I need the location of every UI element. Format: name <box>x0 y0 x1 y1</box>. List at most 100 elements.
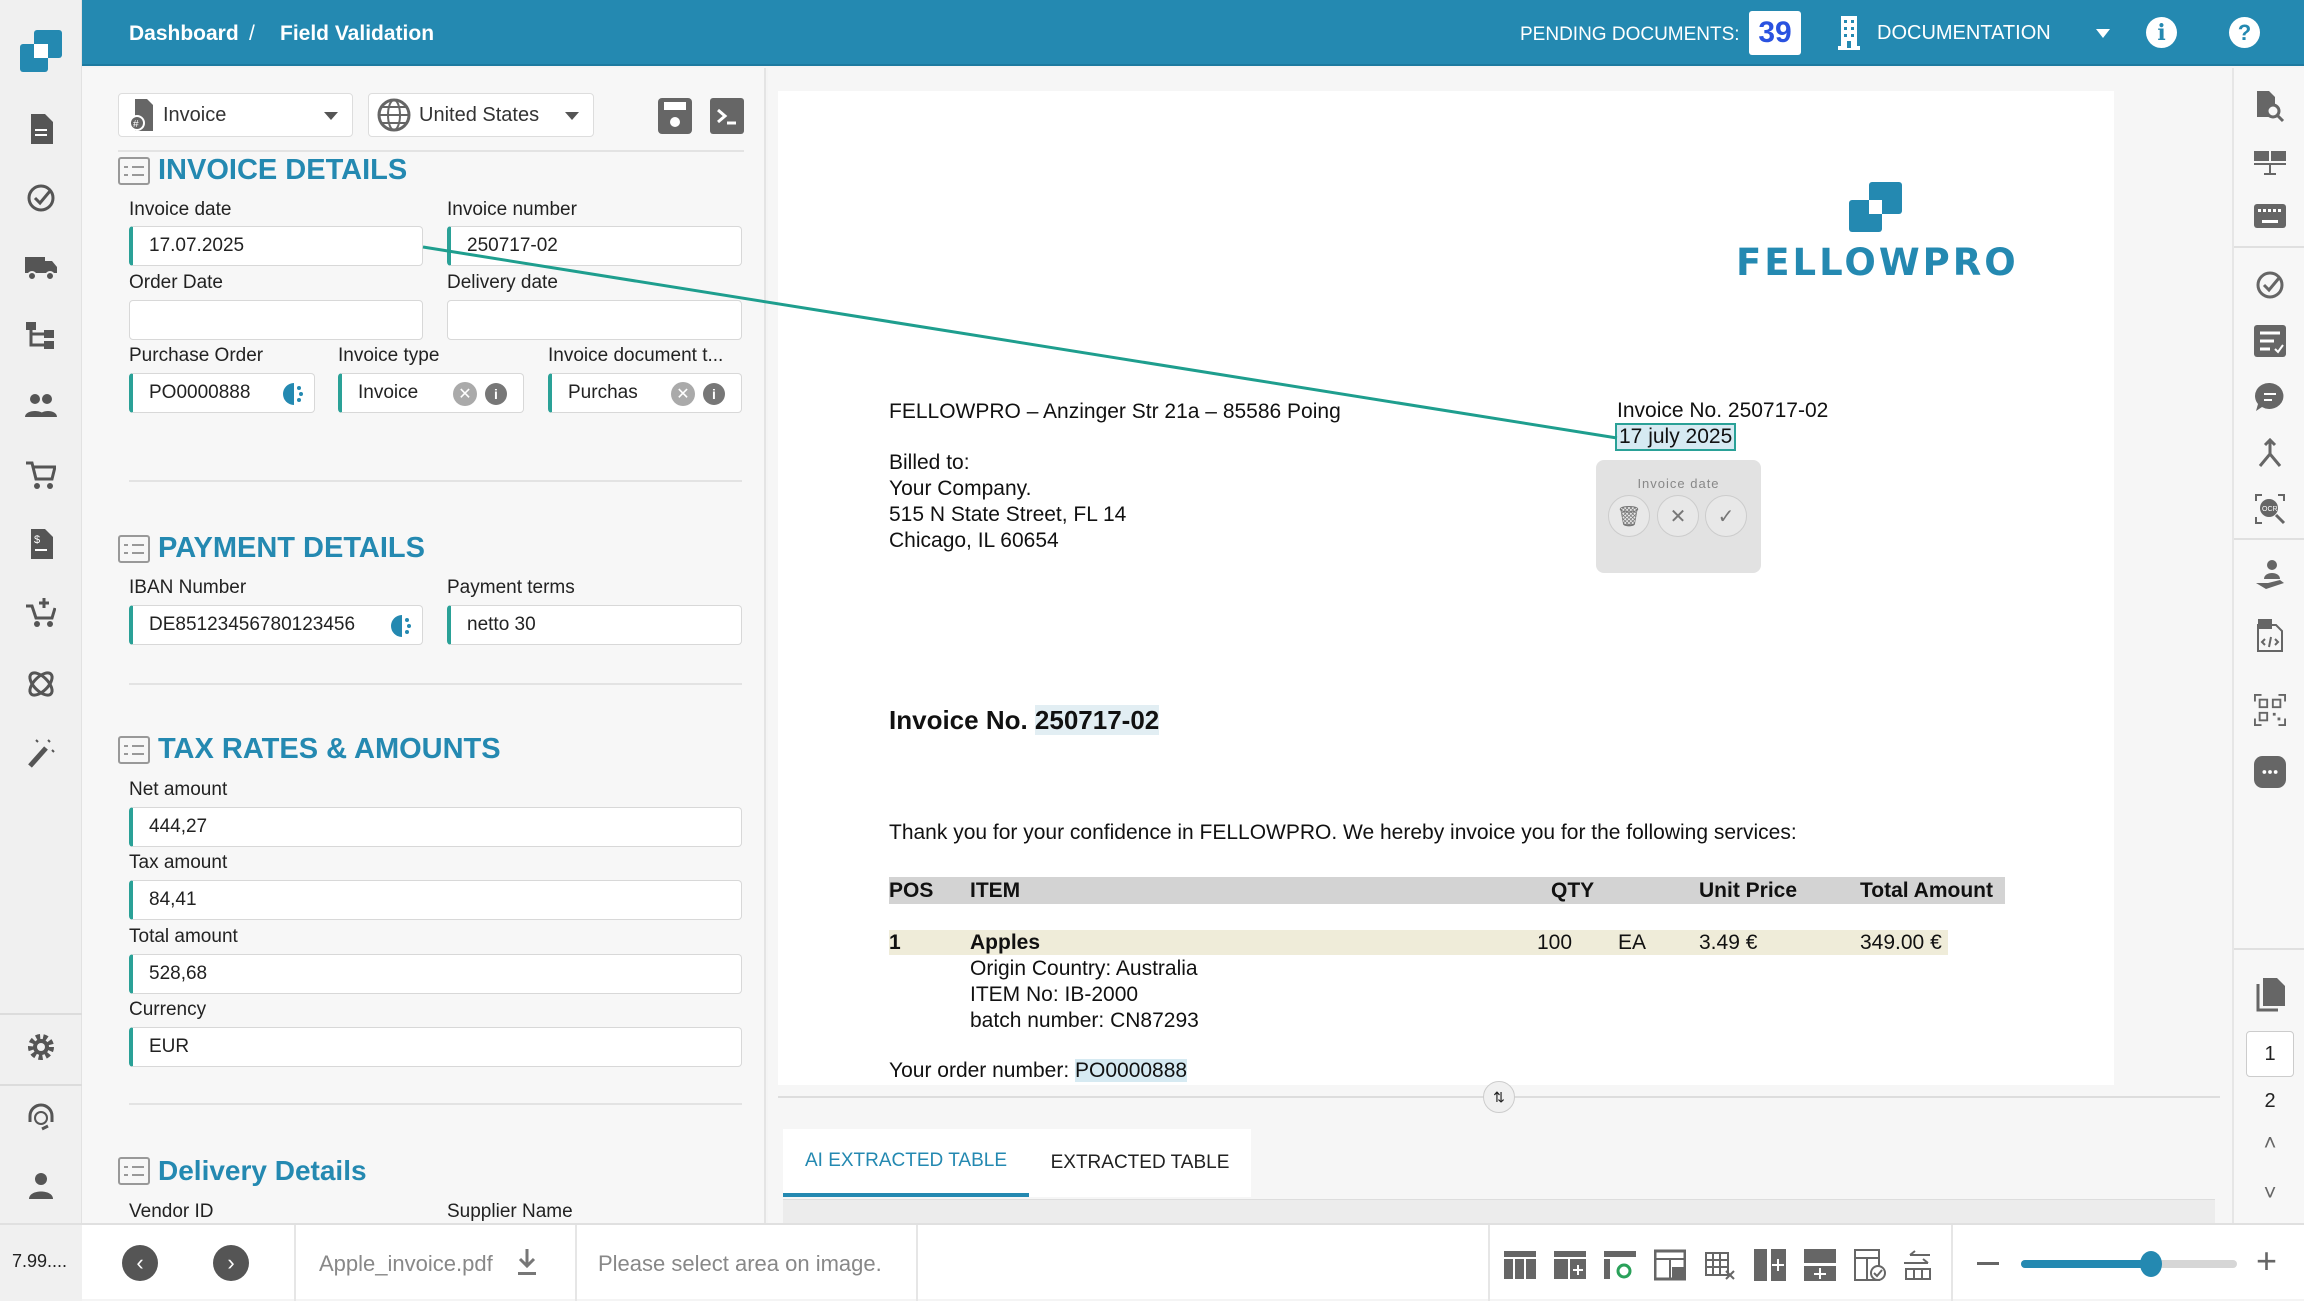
more-options-icon[interactable] <box>2254 756 2286 788</box>
truck-icon[interactable] <box>25 252 57 284</box>
tax-amount-field[interactable]: 84,41 <box>129 880 742 920</box>
clear-icon[interactable]: ✕ <box>453 382 477 406</box>
download-icon[interactable] <box>516 1249 538 1277</box>
table-add-row-icon[interactable] <box>1554 1249 1586 1281</box>
keyboard-icon[interactable] <box>2254 200 2286 232</box>
document-search-icon[interactable] <box>2254 91 2286 123</box>
supplier-name-label: Supplier Name <box>447 1201 573 1222</box>
tab-ai-extracted-table[interactable]: AI EXTRACTED TABLE <box>783 1129 1029 1197</box>
confirm-check-icon[interactable]: ✓ <box>1705 495 1747 537</box>
doc-invoice-date-highlight[interactable]: 17 july 2025 <box>1614 423 1737 451</box>
invoice-dollar-icon[interactable]: $ <box>25 528 57 560</box>
terminal-icon[interactable] <box>710 98 744 134</box>
code-file-icon[interactable] <box>2254 619 2286 652</box>
app-logo[interactable] <box>18 28 64 74</box>
chevron-down-icon[interactable]: ˅ <box>2263 1180 2277 1205</box>
billed-to-line: Your Company. <box>889 477 1032 500</box>
order-date-field[interactable] <box>129 300 423 340</box>
cart-icon[interactable] <box>25 459 57 491</box>
resize-handle-icon[interactable]: ⇅ <box>1483 1081 1515 1113</box>
clear-icon[interactable]: ✕ <box>671 382 695 406</box>
magic-wand-icon[interactable] <box>25 737 57 769</box>
rules-check-icon[interactable] <box>2254 325 2286 357</box>
merge-icon[interactable] <box>2254 437 2286 469</box>
hierarchy-icon[interactable] <box>25 319 57 351</box>
qr-code-icon[interactable] <box>2254 694 2286 726</box>
doc-row-item: Apples <box>970 931 1041 954</box>
check-circle-icon[interactable] <box>2254 269 2286 301</box>
info-icon[interactable]: i <box>703 383 725 405</box>
total-amount-field[interactable]: 528,68 <box>129 954 742 994</box>
copy-pages-icon[interactable] <box>2254 978 2286 1012</box>
users-icon[interactable] <box>25 390 57 422</box>
toolbar-divider <box>2234 246 2304 248</box>
pending-count-badge[interactable]: 39 <box>1749 11 1801 55</box>
workspace-selector[interactable]: DOCUMENTATION <box>1877 22 2051 44</box>
save-icon[interactable] <box>658 98 692 134</box>
check-circle-icon[interactable] <box>25 182 57 214</box>
previous-document-button[interactable]: ‹ <box>122 1245 158 1281</box>
table-delete-icon[interactable] <box>1704 1249 1736 1281</box>
globe-icon <box>377 98 411 132</box>
invoice-type-field[interactable]: Invoice ✕ i <box>338 373 524 413</box>
purchase-order-field[interactable]: PO0000888 <box>129 373 315 413</box>
currency-field[interactable]: EUR <box>129 1027 742 1067</box>
hand-user-icon[interactable] <box>2254 559 2286 591</box>
table-add-column-icon[interactable] <box>1754 1249 1786 1281</box>
table-lock-icon[interactable] <box>1654 1249 1686 1281</box>
divider <box>1488 1225 1490 1301</box>
user-icon[interactable] <box>25 1170 57 1202</box>
help-icon[interactable]: ? <box>2229 17 2260 48</box>
orbit-icon[interactable] <box>25 668 57 700</box>
close-icon[interactable]: ✕ <box>1657 495 1699 537</box>
delete-icon[interactable]: 🗑 <box>1608 495 1650 537</box>
ocr-icon[interactable]: OCR <box>2254 493 2286 525</box>
ai-brain-icon[interactable] <box>390 614 414 638</box>
chevron-up-icon[interactable]: ˄ <box>2263 1130 2277 1155</box>
net-amount-field[interactable]: 444,27 <box>129 807 742 847</box>
invoice-date-field[interactable]: 17.07.2025 <box>129 226 423 266</box>
iban-field[interactable]: DE85123456780123456 <box>129 605 423 645</box>
svg-text:$: $ <box>34 534 40 546</box>
headset-icon[interactable] <box>25 1101 57 1133</box>
info-icon[interactable]: i <box>2146 17 2177 48</box>
page-2-button[interactable]: 2 <box>2264 1089 2276 1112</box>
svg-text:#: # <box>133 119 139 130</box>
country-select[interactable]: United States <box>368 93 594 137</box>
invoice-number-field[interactable]: 250717-02 <box>447 226 742 266</box>
cart-plus-icon[interactable] <box>25 597 57 629</box>
doc-table-row-highlight <box>889 930 1948 955</box>
zoom-slider[interactable] <box>2021 1251 2237 1277</box>
ai-brain-icon[interactable] <box>282 382 306 406</box>
zoom-out-icon[interactable] <box>1977 1262 1999 1265</box>
info-icon[interactable]: i <box>485 383 507 405</box>
table-swap-icon[interactable] <box>1902 1249 1934 1281</box>
doc-heading-number: 250717-02 <box>1034 705 1160 735</box>
zoom-in-icon[interactable]: + <box>2256 1240 2278 1281</box>
table-view-icon[interactable] <box>1604 1249 1636 1281</box>
chevron-down-icon[interactable] <box>2096 29 2110 38</box>
comment-icon[interactable] <box>2254 381 2286 413</box>
document-type-select[interactable]: # Invoice <box>118 93 353 137</box>
table-columns-icon[interactable] <box>1504 1249 1536 1281</box>
breadcrumb-dashboard[interactable]: Dashboard <box>129 22 239 45</box>
next-document-button[interactable]: › <box>213 1245 249 1281</box>
payment-terms-field[interactable]: netto 30 <box>447 605 742 645</box>
billed-to-line: Chicago, IL 60654 <box>889 529 1059 552</box>
gear-icon[interactable] <box>25 1031 57 1063</box>
delivery-date-field[interactable] <box>447 300 742 340</box>
sidebar-divider <box>0 1013 82 1015</box>
zoom-slider-thumb[interactable] <box>2139 1251 2162 1277</box>
table-validate-icon[interactable] <box>1854 1249 1886 1281</box>
invoice-document-type-field[interactable]: Purchas ✕ i <box>548 373 742 413</box>
chevron-down-icon <box>324 112 338 120</box>
doc-thanks: Thank you for your confidence in FELLOWP… <box>889 821 1797 844</box>
document-page[interactable]: FELLOWPRO FELLOWPRO – Anzinger Str 21a –… <box>778 91 2114 1085</box>
tab-extracted-table[interactable]: EXTRACTED TABLE <box>1050 1152 1230 1173</box>
page-1-button[interactable]: 1 <box>2246 1031 2294 1077</box>
section-title: PAYMENT DETAILS <box>158 532 425 564</box>
document-icon[interactable] <box>25 113 57 145</box>
building-icon <box>1838 16 1860 50</box>
table-insert-row-icon[interactable] <box>1804 1249 1836 1281</box>
layout-split-icon[interactable] <box>2254 146 2286 178</box>
